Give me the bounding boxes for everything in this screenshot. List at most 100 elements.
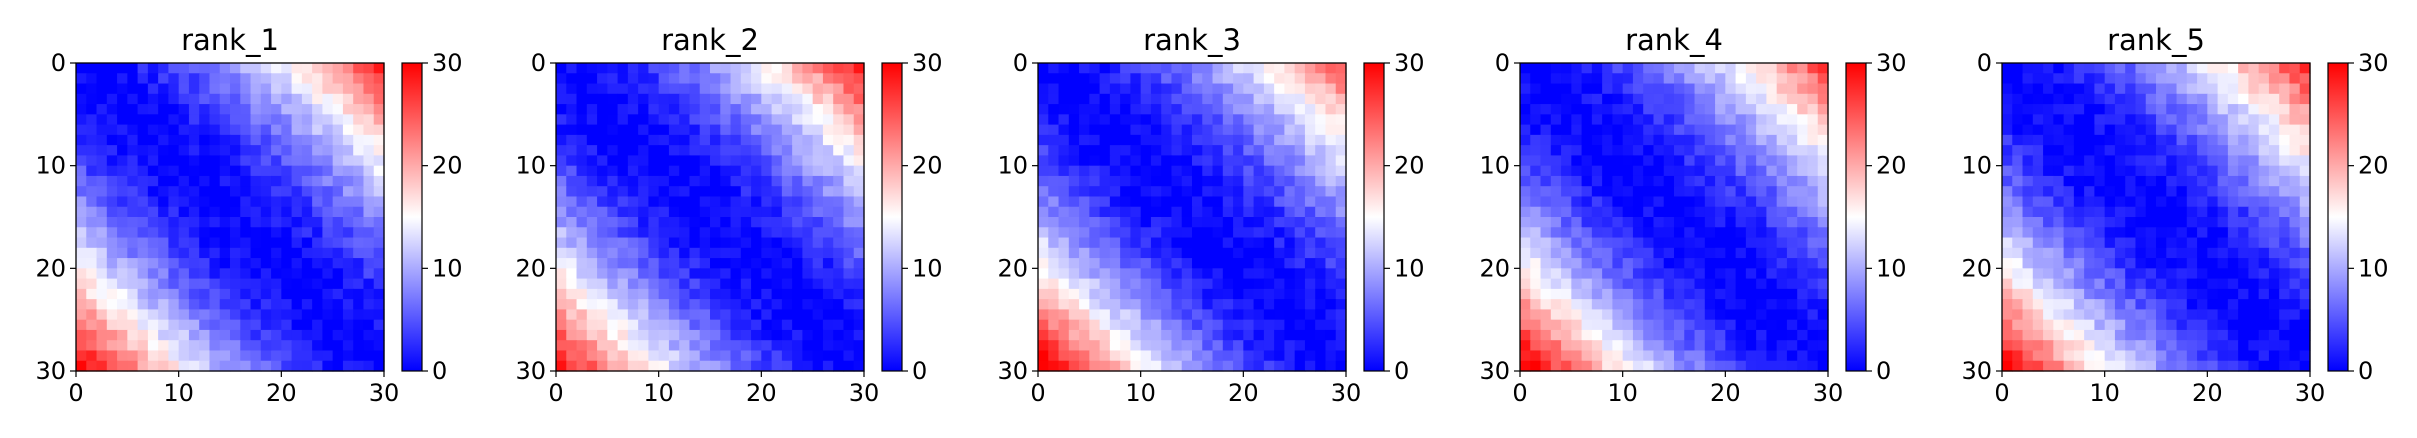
- heatmap-cell: [1704, 134, 1716, 146]
- heatmap-cell: [1643, 93, 1655, 105]
- heatmap-cell: [2002, 299, 2013, 310]
- heatmap-cell: [2279, 196, 2291, 208]
- heatmap-cell: [1520, 217, 1531, 228]
- heatmap-cell: [668, 175, 680, 187]
- heatmap-cell: [833, 268, 845, 280]
- heatmap-cell: [1150, 93, 1162, 105]
- heatmap-cell: [2135, 278, 2147, 290]
- heatmap-cell: [2125, 309, 2137, 321]
- heatmap-cell: [332, 299, 344, 310]
- heatmap-cell: [106, 309, 118, 321]
- heatmap-cell: [168, 350, 180, 362]
- heatmap-cell: [168, 165, 180, 177]
- heatmap-cell: [353, 165, 365, 177]
- heatmap-cell: [586, 247, 598, 259]
- heatmap-cell: [271, 237, 282, 249]
- heatmap-cell: [312, 258, 323, 269]
- heatmap-cell: [2197, 196, 2208, 208]
- heatmap-cell: [771, 247, 783, 259]
- heatmap-cell: [1663, 227, 1675, 239]
- heatmap-cell: [2094, 145, 2106, 156]
- heatmap-cell: [1315, 93, 1327, 105]
- heatmap-cell: [668, 227, 680, 239]
- heatmap-cell: [2289, 63, 2301, 74]
- heatmap-cell: [250, 329, 262, 341]
- heatmap-cell: [812, 134, 824, 146]
- heatmap-cell: [1776, 299, 1788, 310]
- heatmap-cell: [1550, 360, 1562, 372]
- heatmap-cell: [106, 299, 118, 310]
- heatmap-cell: [2217, 73, 2229, 85]
- heatmap-cell: [668, 83, 680, 95]
- heatmap-cell: [2176, 217, 2188, 228]
- heatmap-cell: [679, 329, 691, 341]
- heatmap-cell: [2186, 319, 2198, 331]
- heatmap-cell: [373, 299, 385, 310]
- heatmap-cell: [2289, 134, 2301, 146]
- heatmap-cell: [1192, 329, 1203, 341]
- heatmap-cell: [1725, 329, 1737, 341]
- heatmap-cell: [617, 63, 629, 74]
- heatmap-cell: [1284, 124, 1296, 136]
- heatmap-cell: [2022, 350, 2034, 362]
- heatmap-cell: [1099, 73, 1111, 85]
- heatmap-cell: [1674, 237, 1685, 249]
- heatmap-cell: [332, 206, 344, 218]
- heatmap-cell: [1786, 175, 1798, 187]
- heatmap-cell: [730, 268, 742, 280]
- heatmap-cell: [1150, 206, 1162, 218]
- heatmap-cell: [1530, 319, 1542, 331]
- heatmap-cell: [1243, 155, 1255, 167]
- heatmap-cell: [1581, 309, 1593, 321]
- heatmap-cell: [1089, 73, 1101, 85]
- heatmap-cell: [291, 268, 303, 280]
- heatmap-cell: [1704, 104, 1716, 115]
- heatmap-cell: [199, 175, 211, 187]
- heatmap-cell: [1140, 206, 1152, 218]
- heatmap-cell: [627, 145, 639, 156]
- heatmap-cell: [1520, 114, 1531, 126]
- heatmap-cell: [2248, 175, 2260, 187]
- heatmap-cell: [1325, 93, 1337, 105]
- heatmap-cell: [363, 175, 375, 187]
- heatmap-cell: [556, 114, 567, 126]
- heatmap-cell: [1591, 340, 1603, 352]
- heatmap-cell: [1233, 145, 1244, 156]
- heatmap-cell: [209, 134, 221, 146]
- heatmap-cell: [833, 299, 845, 310]
- heatmap-cell: [648, 186, 660, 198]
- heatmap-cell: [833, 309, 845, 321]
- heatmap-cell: [699, 83, 711, 95]
- heatmap-cell: [771, 175, 783, 187]
- heatmap-cell: [1263, 196, 1275, 208]
- heatmap-cell: [106, 288, 118, 300]
- colorbar-tick-label: 20: [912, 152, 943, 180]
- heatmap-cell: [1684, 299, 1696, 310]
- heatmap-cell: [802, 299, 814, 310]
- heatmap-cell: [566, 227, 578, 239]
- heatmap-cell: [1335, 165, 1347, 177]
- heatmap-cell: [792, 63, 803, 74]
- heatmap-cell: [2094, 196, 2106, 208]
- heatmap-cell: [2063, 114, 2075, 126]
- heatmap-cell: [617, 288, 629, 300]
- heatmap-cell: [363, 340, 375, 352]
- heatmap-cell: [1776, 93, 1788, 105]
- heatmap-cell: [1263, 145, 1275, 156]
- heatmap-cell: [322, 114, 334, 126]
- colorbar-tick-label: 20: [1876, 152, 1907, 180]
- heatmap-cell: [1561, 114, 1572, 126]
- heatmap-cell: [2186, 73, 2198, 85]
- heatmap-cell: [1766, 186, 1778, 198]
- heatmap-cell: [1756, 227, 1767, 239]
- heatmap-cell: [648, 206, 660, 218]
- heatmap-cell: [188, 227, 200, 239]
- heatmap-cell: [802, 73, 814, 85]
- heatmap-cell: [2279, 227, 2291, 239]
- heatmap-cell: [1181, 329, 1193, 341]
- heatmap-cell: [761, 299, 773, 310]
- heatmap-cell: [2063, 247, 2075, 259]
- heatmap-cell: [1068, 196, 1080, 208]
- heatmap-cell: [1130, 258, 1142, 269]
- heatmap-cell: [2135, 114, 2147, 126]
